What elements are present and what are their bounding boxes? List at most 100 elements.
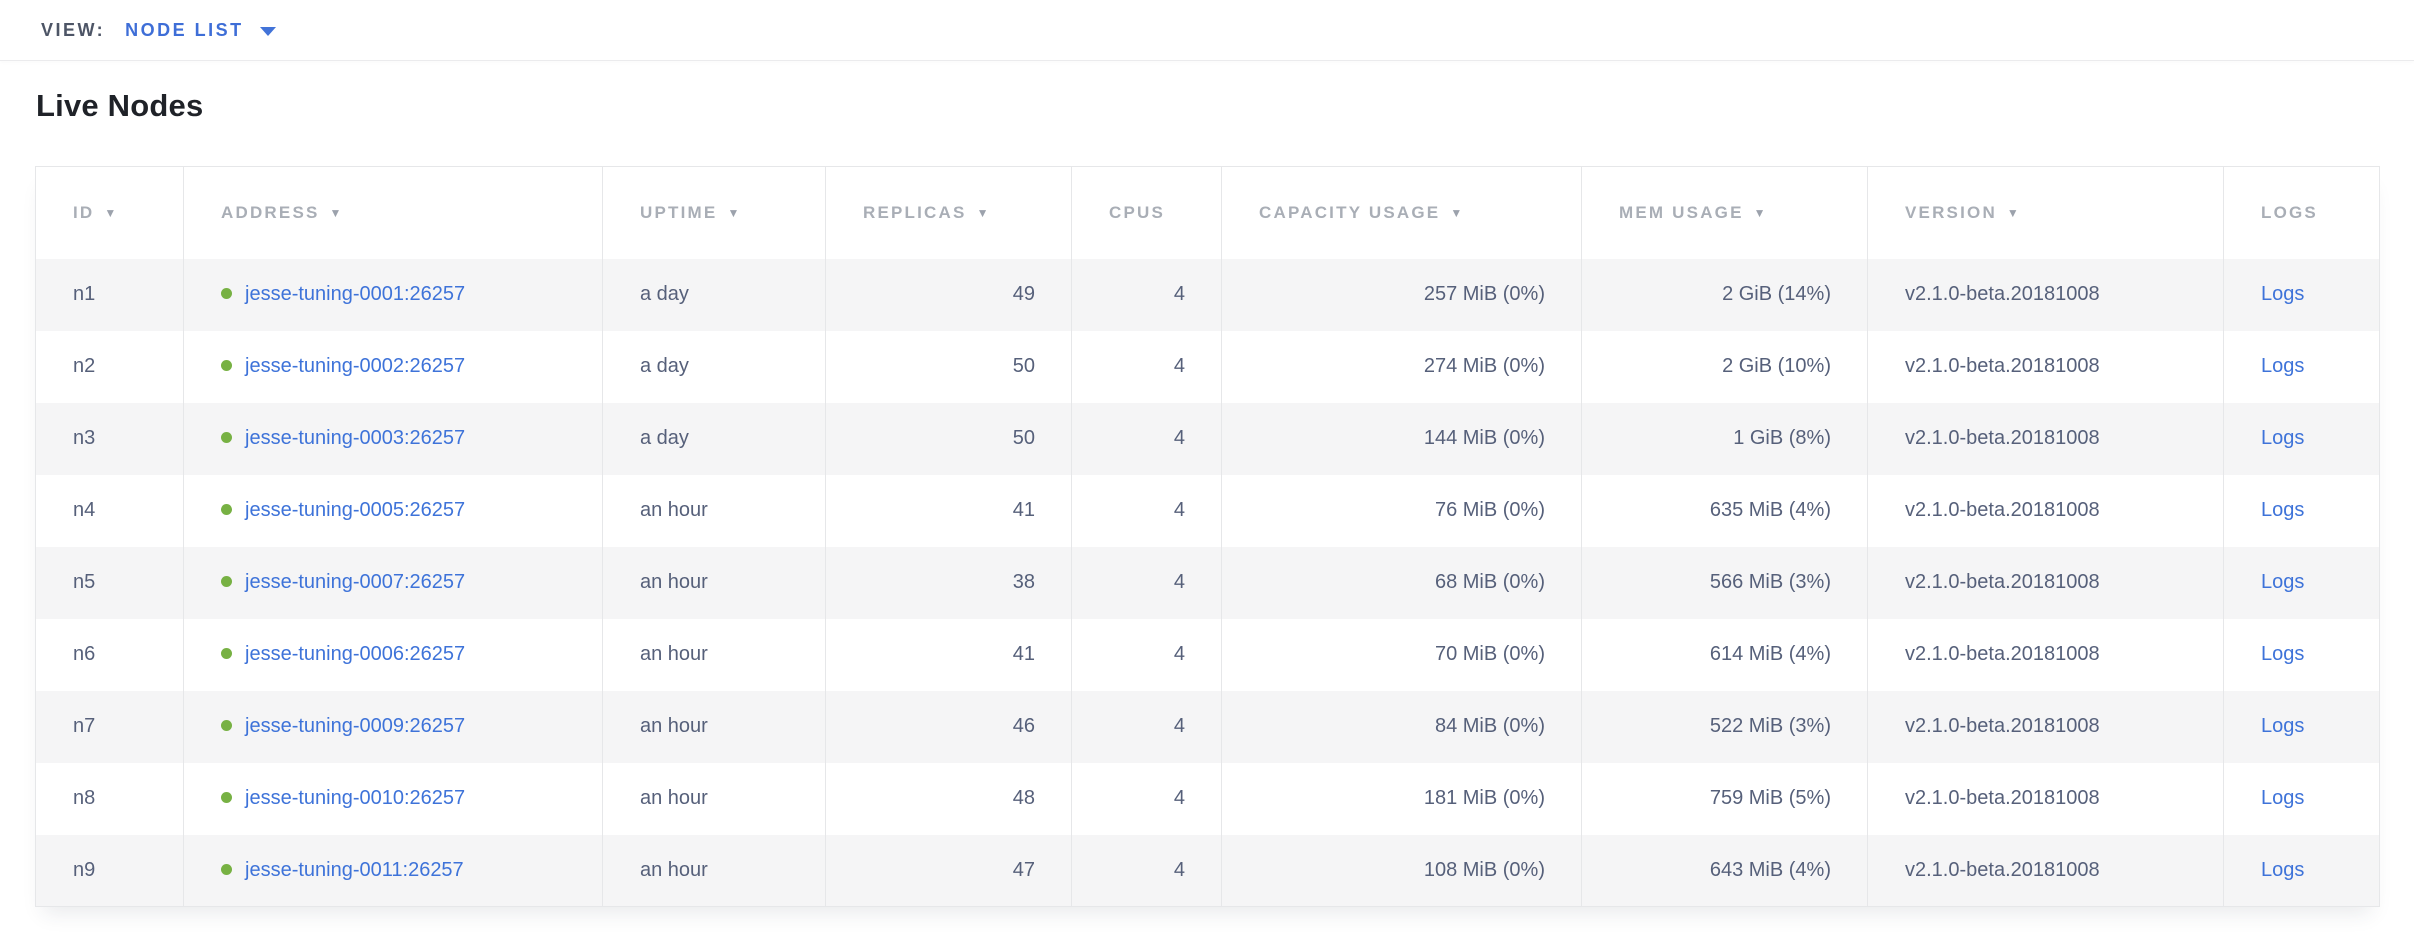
replicas-cell: 46 — [825, 690, 1072, 763]
logs-cell: Logs — [2223, 618, 2380, 691]
id-cell: n2 — [35, 330, 184, 403]
address-cell: jesse-tuning-0007:26257 — [183, 546, 603, 619]
replicas-cell: 50 — [825, 330, 1072, 403]
replicas-cell: 48 — [825, 762, 1072, 835]
node-logs-link[interactable]: Logs — [2261, 427, 2305, 449]
capacity_usage-cell: 181 MiB (0%) — [1221, 762, 1582, 835]
column-header-cpus: CPUS — [1071, 166, 1222, 259]
uptime-cell: an hour — [602, 546, 826, 619]
column-header-id[interactable]: ID ▼ — [35, 166, 184, 259]
node-status-live-dot-icon — [221, 576, 232, 587]
table-row: n9 jesse-tuning-0011:26257 an hour 47 4 108 M… — [35, 834, 2380, 907]
sort-arrow-icon: ▼ — [1450, 205, 1463, 220]
logs-cell: Logs — [2223, 690, 2380, 763]
node-logs-link[interactable]: Logs — [2261, 571, 2305, 593]
chevron-down-icon — [259, 26, 276, 36]
id-cell: n5 — [35, 546, 184, 619]
version-cell: v2.1.0-beta.20181008 — [1867, 546, 2224, 619]
node-address-link[interactable]: jesse-tuning-0011:26257 — [245, 858, 464, 881]
column-header-label: CPUS — [1109, 202, 1166, 222]
node-status-live-dot-icon — [221, 648, 232, 659]
logs-cell: Logs — [2223, 546, 2380, 619]
node-address-link[interactable]: jesse-tuning-0007:26257 — [245, 571, 466, 593]
column-header-label: REPLICAS — [863, 202, 967, 222]
node-status-live-dot-icon — [221, 360, 232, 371]
version-cell: v2.1.0-beta.20181008 — [1867, 330, 2224, 403]
version-cell: v2.1.0-beta.20181008 — [1867, 762, 2224, 835]
address-cell: jesse-tuning-0011:26257 — [183, 834, 603, 907]
version-cell: v2.1.0-beta.20181008 — [1867, 402, 2224, 475]
capacity_usage-cell: 84 MiB (0%) — [1221, 690, 1582, 763]
cpus-cell: 4 — [1071, 618, 1222, 691]
node-status-live-dot-icon — [221, 720, 232, 731]
logs-cell: Logs — [2223, 330, 2380, 403]
capacity_usage-cell: 70 MiB (0%) — [1221, 618, 1582, 691]
cpus-cell: 4 — [1071, 258, 1222, 331]
cpus-cell: 4 — [1071, 762, 1222, 835]
sort-arrow-icon: ▼ — [2006, 205, 2019, 220]
node-logs-link[interactable]: Logs — [2261, 858, 2305, 881]
uptime-cell: an hour — [602, 618, 826, 691]
table-row: n5 jesse-tuning-0007:26257 an hour 38 4 68 Mi… — [35, 546, 2380, 619]
live-nodes-table: ID ▼ ADDRESS ▼ UPTIME ▼ REPLICAS ▼ CPUS CAPACITY … — [35, 166, 2380, 907]
node-address-link[interactable]: jesse-tuning-0002:26257 — [245, 355, 466, 377]
node-status-live-dot-icon — [221, 504, 232, 515]
node-address-link[interactable]: jesse-tuning-0006:26257 — [245, 643, 466, 665]
mem_usage-cell: 522 MiB (3%) — [1581, 690, 1868, 763]
mem_usage-cell: 2 GiB (14%) — [1581, 258, 1868, 331]
mem_usage-cell: 759 MiB (5%) — [1581, 762, 1868, 835]
column-header-replicas[interactable]: REPLICAS ▼ — [825, 166, 1072, 259]
column-header-label: MEM USAGE — [1619, 202, 1744, 222]
node-logs-link[interactable]: Logs — [2261, 499, 2305, 521]
column-header-label: VERSION — [1905, 202, 1997, 222]
cpus-cell: 4 — [1071, 690, 1222, 763]
node-logs-link[interactable]: Logs — [2261, 643, 2305, 665]
column-header-capacity_usage[interactable]: CAPACITY USAGE ▼ — [1221, 166, 1582, 259]
view-selected-value: NODE LIST — [125, 19, 244, 40]
node-address-link[interactable]: jesse-tuning-0010:26257 — [245, 787, 466, 809]
node-address-link[interactable]: jesse-tuning-0001:26257 — [245, 283, 466, 305]
column-header-version[interactable]: VERSION ▼ — [1867, 166, 2224, 259]
logs-cell: Logs — [2223, 258, 2380, 331]
version-cell: v2.1.0-beta.20181008 — [1867, 690, 2224, 763]
column-header-label: CAPACITY USAGE — [1259, 202, 1441, 222]
replicas-cell: 38 — [825, 546, 1072, 619]
id-cell: n6 — [35, 618, 184, 691]
column-header-mem_usage[interactable]: MEM USAGE ▼ — [1581, 166, 1868, 259]
capacity_usage-cell: 76 MiB (0%) — [1221, 474, 1582, 547]
logs-cell: Logs — [2223, 402, 2380, 475]
node-logs-link[interactable]: Logs — [2261, 355, 2305, 377]
table-body: n1 jesse-tuning-0001:26257 a day 49 4 257 MiB… — [35, 258, 2380, 907]
node-status-live-dot-icon — [221, 288, 232, 299]
view-bar: VIEW: NODE LIST — [0, 0, 2414, 61]
node-address-link[interactable]: jesse-tuning-0005:26257 — [245, 499, 466, 521]
address-cell: jesse-tuning-0003:26257 — [183, 402, 603, 475]
column-header-uptime[interactable]: UPTIME ▼ — [602, 166, 826, 259]
cpus-cell: 4 — [1071, 474, 1222, 547]
node-address-link[interactable]: jesse-tuning-0009:26257 — [245, 715, 466, 737]
node-logs-link[interactable]: Logs — [2261, 283, 2305, 305]
uptime-cell: a day — [602, 402, 826, 475]
cpus-cell: 4 — [1071, 402, 1222, 475]
node-address-link[interactable]: jesse-tuning-0003:26257 — [245, 427, 466, 449]
mem_usage-cell: 566 MiB (3%) — [1581, 546, 1868, 619]
view-selector-dropdown[interactable]: NODE LIST — [125, 20, 276, 41]
page-title: Live Nodes — [36, 88, 204, 123]
node-logs-link[interactable]: Logs — [2261, 787, 2305, 809]
replicas-cell: 50 — [825, 402, 1072, 475]
logs-cell: Logs — [2223, 474, 2380, 547]
table-row: n6 jesse-tuning-0006:26257 an hour 41 4 70 Mi… — [35, 618, 2380, 691]
uptime-cell: a day — [602, 330, 826, 403]
table-row: n2 jesse-tuning-0002:26257 a day 50 4 274 MiB… — [35, 330, 2380, 403]
address-cell: jesse-tuning-0001:26257 — [183, 258, 603, 331]
uptime-cell: a day — [602, 258, 826, 331]
replicas-cell: 41 — [825, 618, 1072, 691]
uptime-cell: an hour — [602, 834, 826, 907]
table-row: n7 jesse-tuning-0009:26257 an hour 46 4 84 Mi… — [35, 690, 2380, 763]
cpus-cell: 4 — [1071, 834, 1222, 907]
column-header-address[interactable]: ADDRESS ▼ — [183, 166, 603, 259]
capacity_usage-cell: 68 MiB (0%) — [1221, 546, 1582, 619]
capacity_usage-cell: 274 MiB (0%) — [1221, 330, 1582, 403]
node-logs-link[interactable]: Logs — [2261, 715, 2305, 737]
uptime-cell: an hour — [602, 690, 826, 763]
